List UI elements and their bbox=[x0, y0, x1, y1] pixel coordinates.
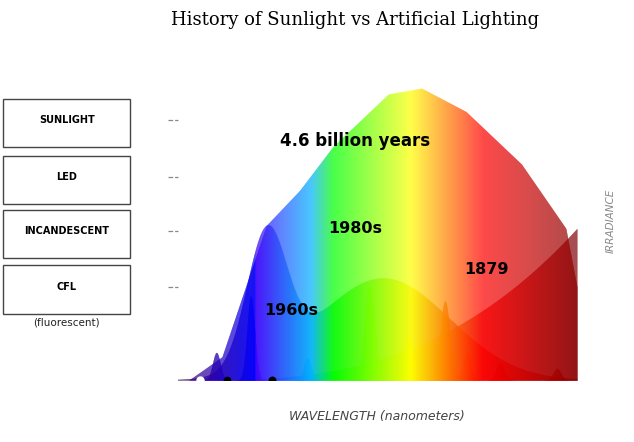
Text: 4.6 billion years: 4.6 billion years bbox=[280, 132, 430, 150]
Text: INCANDESCENT: INCANDESCENT bbox=[24, 226, 109, 236]
X-axis label: WAVELENGTH (nanometers): WAVELENGTH (nanometers) bbox=[289, 411, 465, 423]
Text: 1960s: 1960s bbox=[264, 302, 318, 317]
Text: 1879: 1879 bbox=[463, 262, 508, 277]
Text: LED: LED bbox=[56, 172, 77, 183]
Text: History of Sunlight vs Artificial Lighting: History of Sunlight vs Artificial Lighti… bbox=[171, 11, 539, 29]
Text: CFL: CFL bbox=[56, 282, 77, 292]
Text: IRRADIANCE: IRRADIANCE bbox=[606, 189, 616, 253]
FancyBboxPatch shape bbox=[3, 210, 130, 258]
FancyBboxPatch shape bbox=[3, 265, 130, 314]
FancyBboxPatch shape bbox=[3, 99, 130, 147]
Text: (fluorescent): (fluorescent) bbox=[34, 318, 100, 328]
Text: SUNLIGHT: SUNLIGHT bbox=[39, 115, 94, 125]
FancyBboxPatch shape bbox=[3, 156, 130, 204]
Text: 1980s: 1980s bbox=[328, 221, 382, 236]
